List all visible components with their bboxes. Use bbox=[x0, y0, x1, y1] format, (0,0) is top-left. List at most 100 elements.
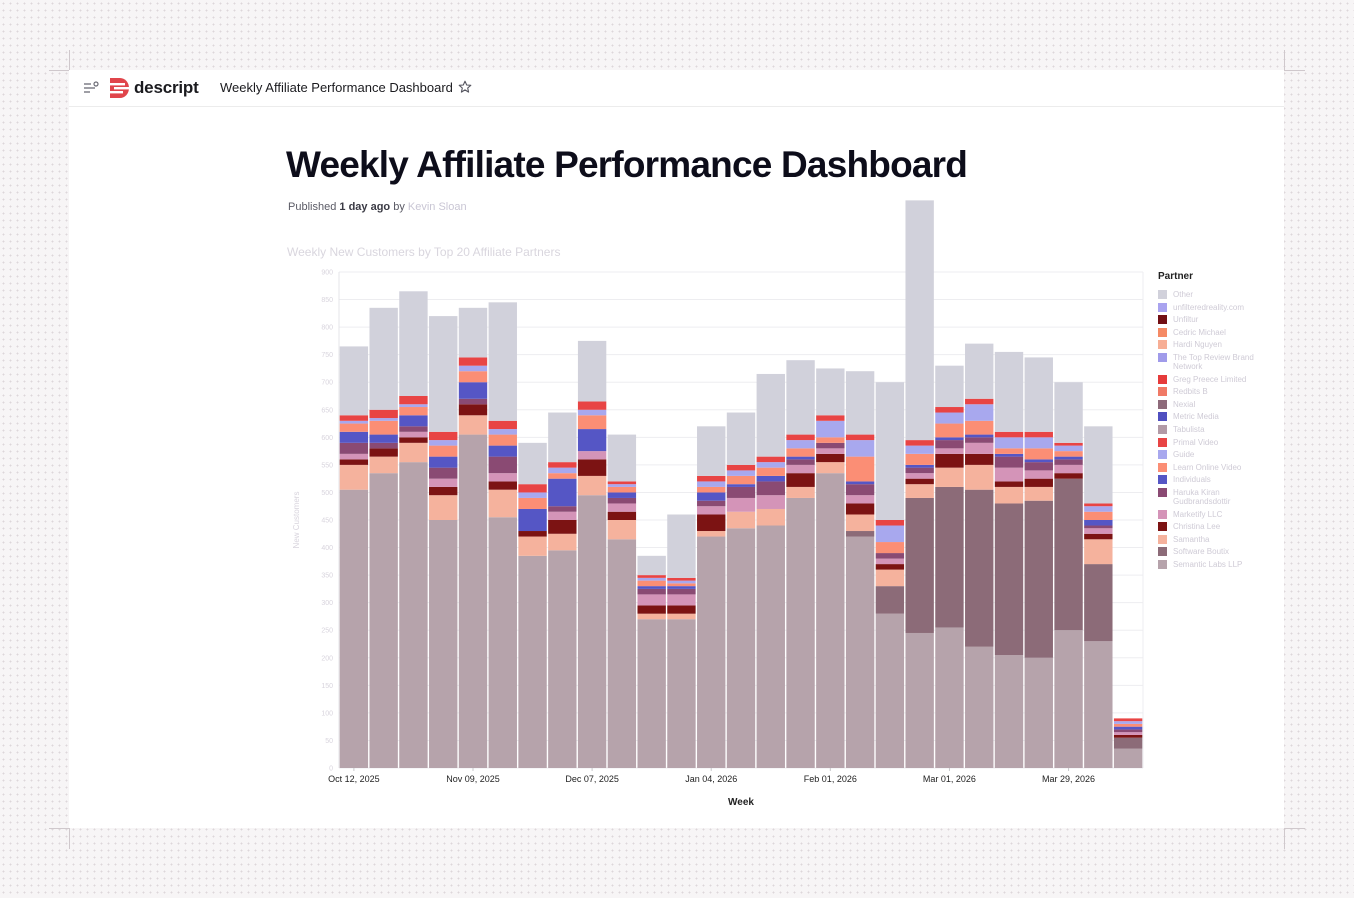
bar-segment bbox=[369, 307, 398, 410]
bar-segment bbox=[697, 475, 726, 482]
frame-corner-bottom-right bbox=[1284, 828, 1305, 849]
legend-item[interactable]: Primal Video bbox=[1158, 437, 1278, 447]
author-link[interactable]: Kevin Sloan bbox=[407, 201, 467, 213]
bar-segment bbox=[786, 497, 815, 768]
bar-segment bbox=[786, 448, 815, 457]
bar-segment bbox=[637, 605, 666, 614]
bar-segment bbox=[637, 619, 666, 768]
bar-segment bbox=[905, 440, 934, 446]
legend-label: Christina Lee bbox=[1173, 522, 1221, 532]
bar-segment bbox=[905, 497, 934, 633]
bar-segment bbox=[1084, 564, 1113, 642]
bar-segment bbox=[697, 492, 726, 501]
legend-item[interactable]: The Top Review Brand Network bbox=[1158, 352, 1278, 371]
bar-segment bbox=[786, 464, 815, 474]
bar-segment bbox=[875, 382, 905, 520]
bar-segment bbox=[458, 398, 488, 405]
legend-item[interactable]: unfilteredreality.com bbox=[1158, 302, 1278, 312]
descript-logo[interactable]: descript bbox=[109, 77, 199, 99]
legend-swatch bbox=[1158, 290, 1167, 299]
bar-segment bbox=[905, 445, 934, 454]
bar-segment bbox=[1084, 511, 1113, 520]
legend-item[interactable]: Learn Online Video bbox=[1158, 462, 1278, 472]
chart-legend: Partner Other unfilteredreality.com Unfilt… bbox=[1158, 271, 1278, 572]
bar-segment bbox=[1113, 734, 1143, 738]
bar-segment bbox=[369, 420, 398, 435]
legend-item[interactable]: Haruka Kiran Gudbrandsdottir bbox=[1158, 487, 1278, 506]
bar-segment bbox=[667, 619, 696, 768]
bar-segment bbox=[339, 459, 369, 465]
y-tick-label: 750 bbox=[321, 352, 333, 359]
bar-segment bbox=[697, 514, 726, 532]
legend-item[interactable]: Christina Lee bbox=[1158, 522, 1278, 532]
bar-segment bbox=[697, 481, 726, 487]
bar-segment bbox=[994, 431, 1024, 438]
x-tick-label: Mar 01, 2026 bbox=[923, 774, 976, 784]
legend-swatch bbox=[1158, 327, 1167, 337]
top-bar: descript Weekly Affiliate Performance Da… bbox=[69, 70, 1284, 107]
legend-item[interactable]: Semantic Labs LLP bbox=[1158, 559, 1278, 569]
legend-swatch bbox=[1158, 374, 1167, 384]
page-title: Weekly Affiliate Performance Dashboard bbox=[286, 144, 968, 185]
legend-label: Haruka Kiran Gudbrandsdottir bbox=[1173, 487, 1231, 506]
bar-segment bbox=[1024, 437, 1053, 449]
bar-segment bbox=[905, 473, 934, 479]
bar-segment bbox=[488, 429, 517, 435]
bar-segment bbox=[726, 464, 756, 471]
bar-segment bbox=[548, 462, 577, 468]
bar-segment bbox=[994, 351, 1024, 432]
bar-segment bbox=[816, 437, 845, 443]
legend-item[interactable]: Hardi Nguyen bbox=[1158, 340, 1278, 350]
legend-item[interactable]: Guide bbox=[1158, 450, 1278, 460]
published-prefix: Published bbox=[288, 201, 337, 213]
x-tick-label: Feb 01, 2026 bbox=[804, 774, 857, 784]
favorite-star-icon[interactable] bbox=[458, 80, 472, 94]
legend-item[interactable]: Other bbox=[1158, 290, 1278, 299]
bar-segment bbox=[994, 481, 1024, 487]
bar-segment bbox=[786, 360, 815, 435]
y-tick-label: 800 bbox=[321, 325, 333, 332]
bar-segment bbox=[548, 533, 577, 551]
legend-item[interactable]: Metric Media bbox=[1158, 412, 1278, 422]
publish-info: Published 1 day ago by Kevin Sloan bbox=[288, 201, 467, 213]
legend-item[interactable]: Cedric Michael bbox=[1158, 327, 1278, 337]
bar-segment bbox=[816, 462, 845, 474]
bar-segment bbox=[637, 555, 666, 576]
legend-item[interactable]: Samantha bbox=[1158, 534, 1278, 544]
legend-label: The Top Review Brand Network bbox=[1173, 352, 1254, 371]
legend-label: unfilteredreality.com bbox=[1173, 302, 1244, 312]
bar-segment bbox=[845, 434, 875, 441]
sidebar-toggle-icon[interactable] bbox=[83, 81, 99, 95]
legend-swatch bbox=[1158, 462, 1167, 472]
legend-label: Unfiltur bbox=[1173, 315, 1199, 325]
legend-item[interactable]: Marketify LLC bbox=[1158, 509, 1278, 519]
legend-label: Individuals bbox=[1173, 475, 1211, 485]
bar-segment bbox=[577, 401, 607, 410]
legend-item[interactable]: Nexial bbox=[1158, 399, 1278, 409]
bar-segment bbox=[607, 497, 637, 504]
bar-segment bbox=[935, 437, 964, 441]
bar-segment bbox=[637, 594, 666, 606]
bar-segment bbox=[845, 371, 875, 435]
legend-swatch bbox=[1158, 412, 1167, 422]
legend-item[interactable]: Redbits B bbox=[1158, 387, 1278, 397]
legend-label: Greg Preece Limited bbox=[1173, 374, 1247, 384]
bar-segment bbox=[1084, 426, 1113, 504]
legend-item[interactable]: Individuals bbox=[1158, 475, 1278, 485]
legend-item[interactable]: Greg Preece Limited bbox=[1158, 374, 1278, 384]
legend-item[interactable]: Unfiltur bbox=[1158, 315, 1278, 325]
bar-segment bbox=[518, 484, 547, 493]
x-tick-label: Nov 09, 2025 bbox=[446, 774, 500, 784]
bar-segment bbox=[399, 291, 428, 396]
legend-label: Semantic Labs LLP bbox=[1173, 559, 1243, 569]
x-tick-label: Jan 04, 2026 bbox=[685, 774, 737, 784]
bar-segment bbox=[1054, 630, 1083, 768]
bar-segment bbox=[965, 453, 994, 465]
bar-segment bbox=[637, 613, 666, 620]
app-name: descript bbox=[134, 78, 199, 97]
bar-segment bbox=[548, 467, 577, 474]
legend-item[interactable]: Software Boutix bbox=[1158, 547, 1278, 557]
bar-segment bbox=[786, 456, 815, 460]
bar-segment bbox=[905, 484, 934, 498]
legend-item[interactable]: Tabulista bbox=[1158, 424, 1278, 434]
